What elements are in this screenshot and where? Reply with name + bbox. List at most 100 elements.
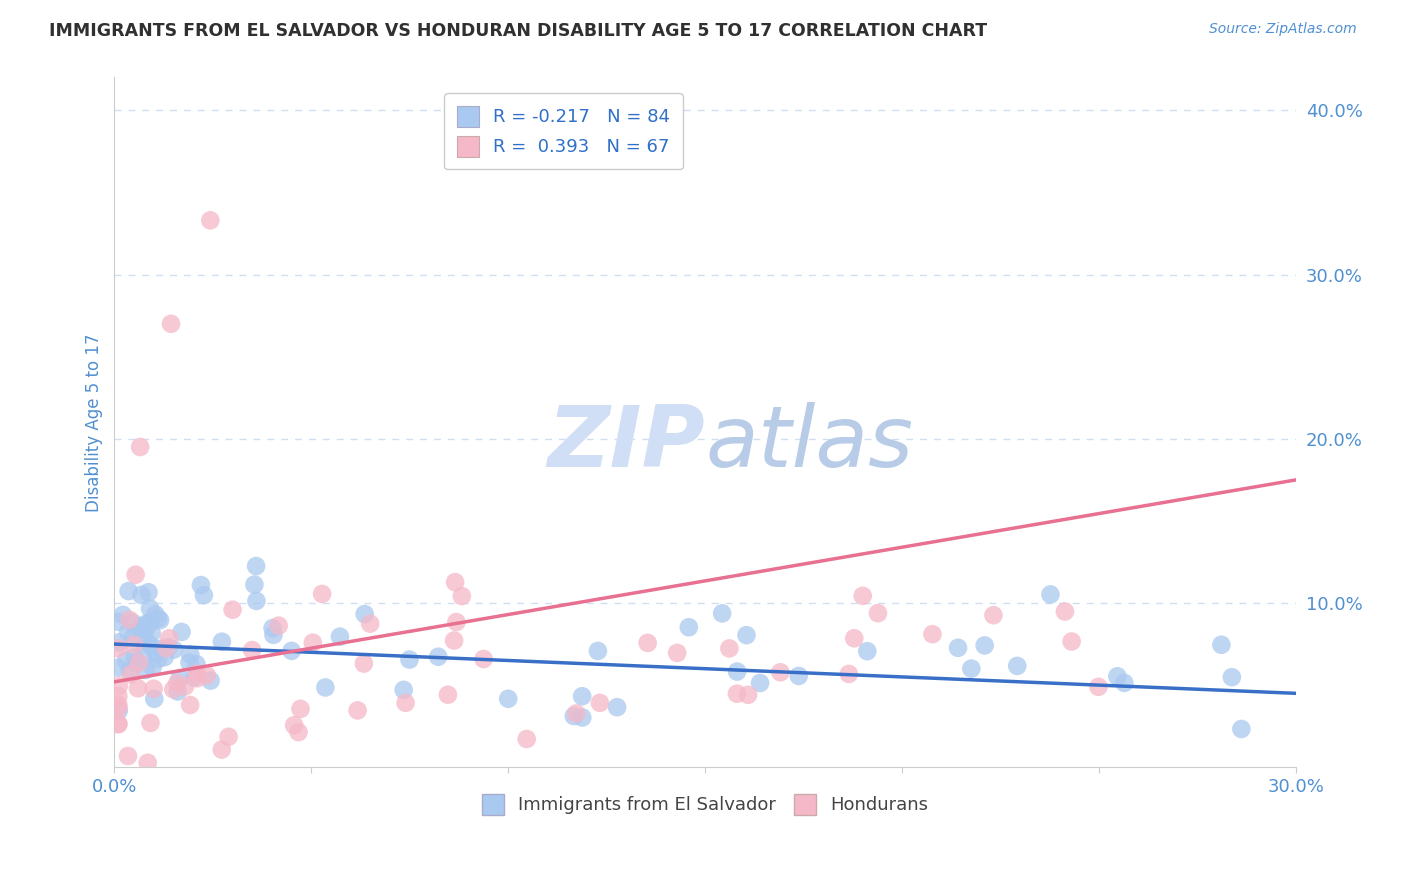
- Point: [107, 641, 129, 656]
- Point: [139, 639, 162, 653]
- Point: [637, 636, 659, 650]
- Point: [283, 718, 305, 732]
- Point: [262, 621, 284, 635]
- Point: [145, 647, 167, 661]
- Point: [262, 628, 284, 642]
- Point: [1060, 634, 1083, 648]
- Point: [443, 633, 465, 648]
- Point: [108, 704, 131, 718]
- Point: [131, 632, 153, 647]
- Point: [606, 700, 628, 714]
- Point: [136, 756, 159, 770]
- Point: [155, 641, 177, 656]
- Point: [142, 660, 165, 674]
- Point: [718, 641, 741, 656]
- Point: [589, 696, 612, 710]
- Point: [118, 664, 141, 678]
- Point: [562, 709, 585, 723]
- Point: [1230, 722, 1253, 736]
- Point: [725, 665, 748, 679]
- Point: [190, 578, 212, 592]
- Point: [166, 684, 188, 698]
- Point: [437, 688, 460, 702]
- Legend: Immigrants from El Salvador, Hondurans: Immigrants from El Salvador, Hondurans: [474, 785, 938, 824]
- Point: [240, 643, 263, 657]
- Point: [444, 575, 467, 590]
- Point: [117, 625, 139, 640]
- Point: [132, 647, 155, 661]
- Point: [174, 680, 197, 694]
- Point: [186, 671, 208, 685]
- Point: [131, 588, 153, 602]
- Point: [329, 630, 352, 644]
- Point: [124, 650, 146, 665]
- Point: [160, 317, 183, 331]
- Point: [200, 673, 222, 688]
- Point: [787, 669, 810, 683]
- Point: [314, 681, 336, 695]
- Point: [218, 730, 240, 744]
- Point: [131, 622, 153, 636]
- Point: [107, 660, 129, 674]
- Point: [1007, 659, 1029, 673]
- Point: [983, 608, 1005, 623]
- Point: [169, 671, 191, 685]
- Point: [1211, 638, 1233, 652]
- Point: [353, 657, 375, 671]
- Point: [139, 601, 162, 615]
- Point: [166, 676, 188, 690]
- Point: [157, 640, 180, 655]
- Text: Source: ZipAtlas.com: Source: ZipAtlas.com: [1209, 22, 1357, 37]
- Point: [129, 619, 152, 633]
- Point: [157, 632, 180, 646]
- Point: [127, 681, 149, 696]
- Point: [118, 613, 141, 627]
- Point: [346, 703, 368, 717]
- Point: [359, 616, 381, 631]
- Point: [1220, 670, 1243, 684]
- Point: [108, 635, 131, 649]
- Point: [179, 698, 201, 712]
- Point: [921, 627, 943, 641]
- Point: [143, 691, 166, 706]
- Point: [516, 731, 538, 746]
- Point: [472, 652, 495, 666]
- Point: [571, 690, 593, 704]
- Point: [148, 652, 170, 666]
- Point: [737, 688, 759, 702]
- Point: [135, 622, 157, 636]
- Point: [946, 640, 969, 655]
- Point: [866, 606, 889, 620]
- Point: [195, 668, 218, 682]
- Point: [117, 584, 139, 599]
- Point: [749, 676, 772, 690]
- Point: [135, 616, 157, 631]
- Point: [565, 706, 588, 721]
- Point: [973, 639, 995, 653]
- Point: [143, 607, 166, 622]
- Point: [290, 702, 312, 716]
- Point: [150, 641, 173, 656]
- Point: [122, 615, 145, 630]
- Point: [450, 589, 472, 603]
- Point: [571, 710, 593, 724]
- Point: [392, 682, 415, 697]
- Point: [280, 644, 302, 658]
- Text: atlas: atlas: [706, 401, 914, 484]
- Point: [725, 687, 748, 701]
- Point: [107, 689, 129, 703]
- Point: [163, 642, 186, 657]
- Point: [427, 649, 450, 664]
- Point: [107, 716, 129, 731]
- Point: [245, 559, 267, 574]
- Point: [122, 638, 145, 652]
- Point: [120, 667, 142, 681]
- Point: [678, 620, 700, 634]
- Point: [122, 629, 145, 643]
- Point: [139, 715, 162, 730]
- Point: [394, 696, 416, 710]
- Point: [856, 644, 879, 658]
- Point: [107, 615, 129, 629]
- Point: [496, 691, 519, 706]
- Point: [162, 682, 184, 697]
